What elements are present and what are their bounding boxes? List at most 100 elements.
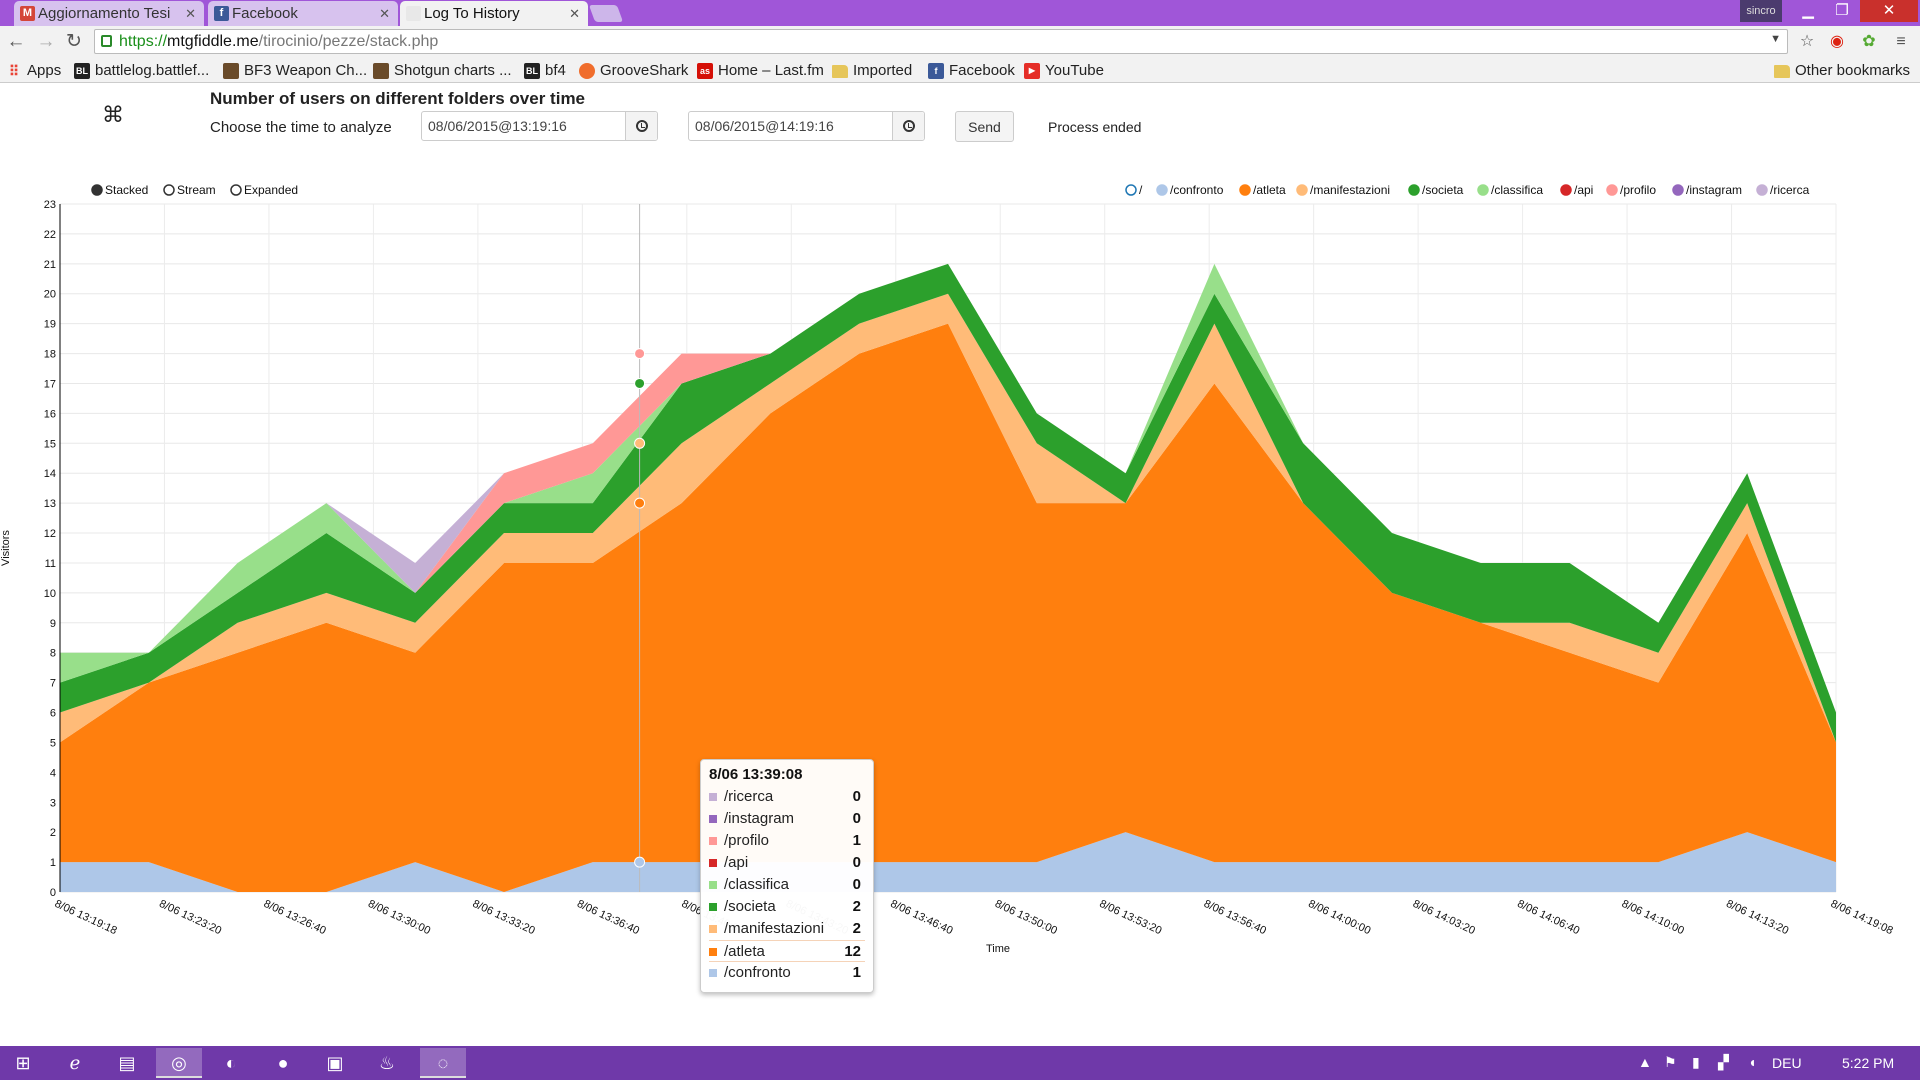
tab-close-icon[interactable]: ✕ — [379, 6, 390, 21]
tab-facebook[interactable]: f Facebook ✕ — [208, 1, 398, 26]
y-tick-label: 16 — [44, 408, 56, 420]
chevron-down-icon[interactable]: ▼ — [1770, 33, 1781, 45]
volume-icon[interactable]: ◖ — [1748, 1054, 1757, 1070]
bookmark-bf4[interactable]: BL bf4 — [524, 62, 566, 79]
bookmark-lastfm[interactable]: as Home – Last.fm — [697, 61, 824, 81]
send-button[interactable]: Send — [955, 111, 1014, 142]
internet-explorer-icon[interactable]: ℯ — [69, 1053, 81, 1073]
x-tick-label: 8/06 13:53:20 — [1097, 898, 1163, 937]
legend-label-societa: /societa — [1422, 183, 1464, 197]
legend-label-api: /api — [1574, 183, 1593, 197]
bookmark-bf3-weapon[interactable]: BF3 Weapon Ch... — [223, 61, 367, 81]
menu-icon[interactable]: ≡ — [1896, 33, 1906, 50]
end-clock-button[interactable] — [892, 112, 924, 140]
url-text[interactable]: https://mtgfiddle.me/tirocinio/pezze/sta… — [119, 33, 439, 50]
legend-swatch-root — [1125, 184, 1137, 196]
hover-marker — [634, 348, 646, 360]
clock-icon — [903, 120, 915, 132]
start-datetime-picker — [421, 111, 658, 141]
page-title: Number of users on different folders ove… — [210, 89, 586, 108]
profile-badge[interactable]: sincro — [1740, 0, 1782, 22]
legend-swatch-classifica — [1477, 184, 1489, 196]
battery-icon[interactable]: ▮ — [1692, 1054, 1700, 1070]
extension-icon[interactable]: ✿ — [1862, 33, 1876, 50]
star-icon[interactable]: ☆ — [1799, 33, 1815, 50]
start-datetime-input[interactable] — [422, 112, 627, 140]
network-icon[interactable]: ▞ — [1718, 1054, 1729, 1070]
page-icon — [406, 6, 421, 21]
bookmark-grooveshark[interactable]: GrooveShark — [579, 61, 688, 81]
end-datetime-input[interactable] — [689, 112, 894, 140]
mode-label-stream: Stream — [177, 183, 216, 197]
stacked-area-chart: 0 1 2 3 4 5 6 7 8 9 10 11 12 13 14 15 16 17 18 19 20 21 22 23 Vi… — [0, 176, 1920, 1046]
mode-radio-expanded — [230, 184, 242, 196]
bookmark-folder-imported[interactable]: Imported — [832, 61, 912, 81]
firefox-icon[interactable]: ● — [277, 1053, 289, 1073]
chrome-icon[interactable]: ◎ — [156, 1048, 202, 1078]
maximize-icon[interactable]: ❐ — [1835, 2, 1849, 19]
y-tick-label: 10 — [44, 588, 56, 600]
x-tick-label: 8/06 14:00:00 — [1306, 898, 1372, 937]
bookmark-shotgun-charts[interactable]: Shotgun charts ... — [373, 61, 512, 81]
x-tick-label: 8/06 13:33:20 — [471, 898, 537, 937]
tab-aggiornamento-tesi[interactable]: M Aggiornamento Tesi ✕ — [14, 1, 204, 26]
legend-label-classifica: /classifica — [1491, 183, 1543, 197]
bookmark-youtube[interactable]: ▶ YouTube — [1024, 61, 1104, 81]
back-icon[interactable]: ← — [6, 31, 26, 52]
chart-icon — [223, 63, 239, 79]
app-icon[interactable]: ◌ — [420, 1048, 466, 1078]
y-tick-label: 9 — [50, 618, 56, 630]
y-tick-label: 2 — [50, 827, 56, 839]
mode-radio-stream — [163, 184, 175, 196]
close-window-icon[interactable]: ✕ — [1860, 0, 1918, 22]
swatch — [709, 793, 717, 801]
x-tick-label: 8/06 13:50:00 — [993, 898, 1059, 937]
bookmark-apps[interactable]: ⠿ Apps — [6, 61, 61, 81]
area-confronto — [60, 832, 1836, 892]
opera-extension-icon[interactable]: ◉ — [1830, 33, 1844, 50]
folder-icon — [1774, 65, 1790, 78]
steam-icon[interactable]: ♨ — [378, 1053, 396, 1073]
y-tick-label: 12 — [44, 528, 56, 540]
minimize-icon[interactable]: ▁ — [1802, 2, 1814, 19]
tooltip-row: /instagram 0 — [709, 808, 865, 830]
end-datetime-picker — [688, 111, 925, 141]
media-app-icon[interactable]: ▣ — [326, 1053, 344, 1073]
hover-marker — [634, 437, 646, 449]
windows-start-icon[interactable]: ⊞ — [15, 1053, 31, 1073]
tooltip-row: /classifica 0 — [709, 874, 865, 896]
page-content: ⌘ Number of users on different folders o… — [0, 84, 1920, 1046]
start-clock-button[interactable] — [625, 112, 657, 140]
mode-label-expanded: Expanded — [244, 183, 298, 197]
y-tick-label: 3 — [50, 797, 56, 809]
bookmark-other[interactable]: Other bookmarks — [1774, 61, 1910, 81]
y-tick-label: 0 — [50, 887, 56, 899]
address-bar[interactable]: https://mtgfiddle.me/tirocinio/pezze/sta… — [94, 29, 1788, 54]
legend-swatch-confronto — [1156, 184, 1168, 196]
x-tick-label: 8/06 14:06:40 — [1515, 898, 1581, 937]
clock-time[interactable]: 5:22 PM — [1842, 1055, 1895, 1071]
tray-expand-icon[interactable]: ▲ — [1638, 1054, 1652, 1070]
tab-close-icon[interactable]: ✕ — [569, 6, 580, 21]
x-tick-label: 8/06 14:10:00 — [1620, 898, 1686, 937]
file-explorer-icon[interactable]: ▤ — [118, 1053, 136, 1073]
area-atleta — [60, 323, 1836, 892]
tab-title: Aggiornamento Tesi — [38, 5, 171, 22]
chart-tooltip: 8/06 13:39:08 /ricerca 0 /instagram 0 /pro… — [700, 759, 874, 993]
tab-log-to-history[interactable]: Log To History ✕ — [400, 1, 588, 26]
forward-icon[interactable]: → — [36, 31, 56, 52]
new-tab-button[interactable] — [588, 5, 624, 22]
flag-icon[interactable]: ⚑ — [1664, 1054, 1677, 1070]
tab-close-icon[interactable]: ✕ — [185, 6, 196, 21]
reload-icon[interactable]: ↻ — [66, 31, 82, 52]
bookmark-facebook[interactable]: f Facebook — [928, 61, 1015, 81]
app-icon[interactable]: ◐ — [225, 1053, 237, 1073]
legend-swatch-atleta — [1239, 184, 1251, 196]
youtube-icon: ▶ — [1024, 63, 1040, 79]
legend-label-instagram: /instagram — [1686, 183, 1742, 197]
tooltip-row: /manifestazioni 2 — [709, 918, 865, 940]
y-tick-label: 4 — [50, 767, 56, 779]
legend-label-confronto: /confronto — [1170, 183, 1224, 197]
input-language[interactable]: DEU — [1772, 1055, 1802, 1071]
bookmark-battlelog[interactable]: BL battlelog.battlef... — [74, 62, 210, 79]
